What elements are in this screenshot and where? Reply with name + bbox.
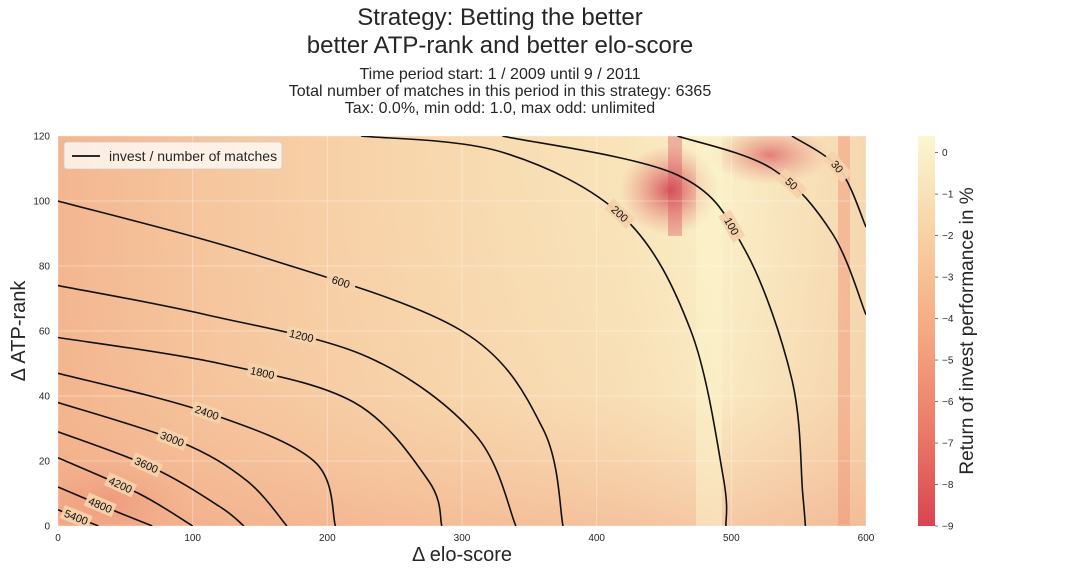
x-tick-label: 0 — [55, 533, 61, 544]
plot-area: 5400480042003600300024001800120060020010… — [58, 136, 866, 526]
chart-title-line-2: better ATP-rank and better elo-score — [306, 32, 694, 59]
gridlines — [58, 136, 866, 526]
x-tick-label: 600 — [858, 533, 875, 544]
y-tick-label: 80 — [39, 262, 51, 273]
contour-label-gap — [718, 209, 746, 243]
x-tick-label: 500 — [723, 533, 740, 544]
colorbar-tick-label: −8 — [942, 480, 954, 491]
axes: 0 100 200 300 400 500 600 0 20 40 60 80 100 120 — [33, 132, 874, 545]
contour-line — [58, 372, 337, 526]
chart-title-line-1: Strategy: Betting the better — [357, 4, 643, 31]
contour-label-gap — [83, 492, 117, 518]
contour-label-group: 600 — [324, 270, 358, 294]
legend-label: invest / number of matches — [109, 148, 277, 164]
heatmap-band — [838, 136, 850, 526]
contour-label-gap — [190, 401, 224, 424]
contour-line — [677, 136, 866, 316]
colorbar-tick-label: −1 — [942, 190, 954, 201]
colorbar-tick-label: −4 — [942, 314, 954, 325]
colorbar-tick-label: 0 — [942, 148, 948, 159]
contour-line — [502, 136, 807, 526]
contour-label: 600 — [330, 274, 351, 291]
contour-label-gap — [59, 504, 93, 526]
colorbar-tick-label: −7 — [942, 439, 954, 450]
x-tick-label: 400 — [588, 533, 605, 544]
y-tick-label: 20 — [39, 457, 51, 468]
x-axis-label: Δ elo-score — [412, 544, 512, 566]
contour-label-group: 1200 — [285, 325, 318, 347]
contour-label-gap — [246, 362, 279, 383]
contour-label-gap — [775, 168, 808, 199]
contour-label-group: 1800 — [246, 362, 279, 383]
contour-label-gap — [822, 150, 853, 183]
colorbar: 0 −1 −2 −3 −4 −5 −6 −7 −8 −9 Return of invest per… — [918, 136, 978, 533]
contour-label-gap — [285, 325, 318, 347]
y-axis-label: Δ ATP-rank — [8, 280, 30, 382]
y-tick-label: 40 — [39, 392, 51, 403]
colorbar-tick-label: −5 — [942, 356, 954, 367]
legend-box — [63, 141, 283, 170]
colorbar-tick-label: −6 — [942, 397, 954, 408]
chart-title-block: Strategy: Betting the better better ATP-… — [0, 4, 1000, 117]
contour-label-gap — [604, 198, 636, 230]
chart-subtitle-line-3: Tax: 0.0%, min odd: 1.0, max odd: unlimi… — [344, 100, 656, 117]
colorbar-gradient — [918, 136, 935, 526]
heatmap-hotspot — [620, 145, 720, 235]
contour-line — [58, 457, 194, 526]
y-tick-label: 100 — [33, 197, 50, 208]
x-tick-label: 200 — [319, 533, 336, 544]
heatmap-hotspot — [58, 455, 190, 526]
contour-label: 1200 — [288, 328, 315, 346]
colorbar-tick-label: −9 — [942, 522, 954, 533]
contour-line — [58, 401, 288, 526]
contour-label: 1800 — [249, 365, 275, 382]
colorbar-tick-label: −2 — [942, 231, 954, 242]
chart-subtitle-line-2: Total number of matches in this period i… — [288, 83, 712, 100]
x-tick-label: 100 — [184, 533, 201, 544]
contour-line — [58, 431, 245, 526]
contour-label-group: 5400 — [59, 504, 93, 526]
y-tick-label: 60 — [39, 327, 51, 338]
y-tick-label: 0 — [44, 522, 50, 533]
contour-lines: 5400480042003600300024001800120060020010… — [58, 136, 866, 526]
colorbar-tick-label: −3 — [942, 273, 954, 284]
contour-label-gap — [324, 270, 358, 294]
colorbar-ticks: 0 −1 −2 −3 −4 −5 −6 −7 −8 −9 — [935, 148, 954, 533]
contour-label-gap — [155, 426, 189, 451]
contour-label-gap — [103, 472, 138, 498]
colorbar-label: Return of invest performance in % — [957, 187, 978, 474]
contour-line — [58, 200, 564, 526]
heatmap-band — [668, 136, 682, 236]
y-tick-label: 120 — [33, 132, 50, 143]
x-tick-label: 300 — [454, 533, 471, 544]
contour-label-gap — [129, 452, 163, 478]
heatmap-hotspot — [710, 136, 830, 185]
contour-line — [360, 136, 728, 526]
contour-line — [58, 336, 443, 526]
contour-line — [58, 284, 517, 526]
chart-subtitle-line-1: Time period start: 1 / 2009 until 9 / 20… — [359, 66, 641, 83]
legend: invest / number of matches — [63, 141, 283, 170]
heatmap-band — [696, 136, 722, 526]
